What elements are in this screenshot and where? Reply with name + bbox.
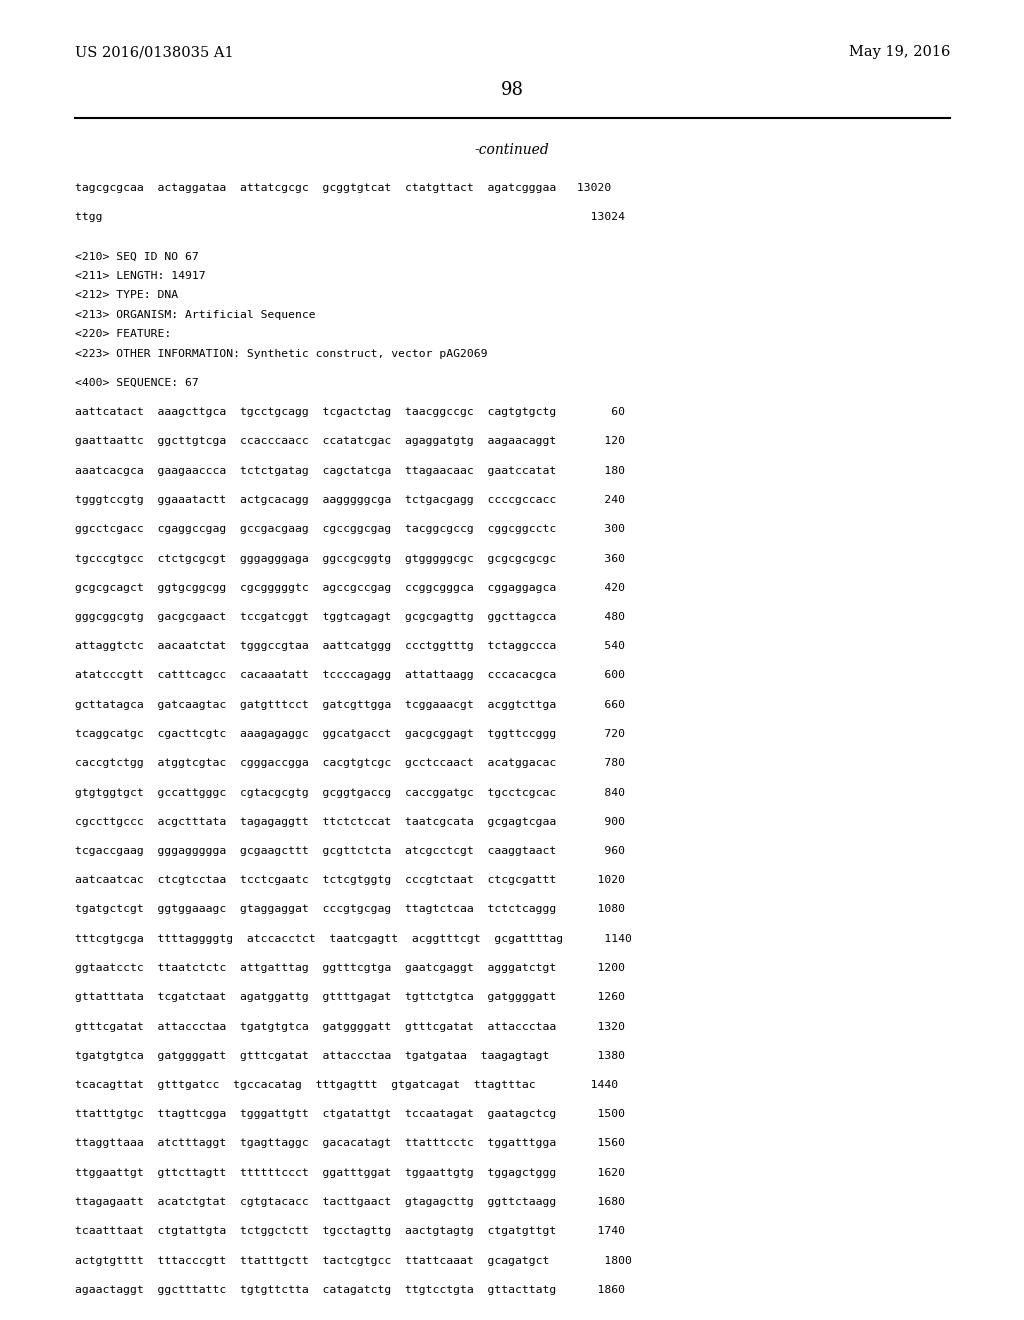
Text: tcaggcatgc  cgacttcgtc  aaagagaggc  ggcatgacct  gacgcggagt  tggttccggg       720: tcaggcatgc cgacttcgtc aaagagaggc ggcatga… — [75, 729, 625, 739]
Text: gcgcgcagct  ggtgcggcgg  cgcgggggtc  agccgccgag  ccggcgggca  cggaggagca       420: gcgcgcagct ggtgcggcgg cgcgggggtc agccgcc… — [75, 582, 625, 593]
Text: gtttcgatat  attaccctaa  tgatgtgtca  gatggggatt  gtttcgatat  attaccctaa      1320: gtttcgatat attaccctaa tgatgtgtca gatgggg… — [75, 1022, 625, 1031]
Text: tgcccgtgcc  ctctgcgcgt  gggagggaga  ggccgcggtg  gtgggggcgc  gcgcgcgcgc       360: tgcccgtgcc ctctgcgcgt gggagggaga ggccgcg… — [75, 553, 625, 564]
Text: <212> TYPE: DNA: <212> TYPE: DNA — [75, 290, 178, 300]
Text: gtgtggtgct  gccattgggc  cgtacgcgtg  gcggtgaccg  caccggatgc  tgcctcgcac       840: gtgtggtgct gccattgggc cgtacgcgtg gcggtga… — [75, 788, 625, 797]
Text: <213> ORGANISM: Artificial Sequence: <213> ORGANISM: Artificial Sequence — [75, 310, 315, 319]
Text: atatcccgtt  catttcagcc  cacaaatatt  tccccagagg  attattaagg  cccacacgca       600: atatcccgtt catttcagcc cacaaatatt tccccag… — [75, 671, 625, 681]
Text: US 2016/0138035 A1: US 2016/0138035 A1 — [75, 45, 233, 59]
Text: <210> SEQ ID NO 67: <210> SEQ ID NO 67 — [75, 251, 199, 261]
Text: <211> LENGTH: 14917: <211> LENGTH: 14917 — [75, 271, 206, 281]
Text: gttatttata  tcgatctaat  agatggattg  gttttgagat  tgttctgtca  gatggggatt      1260: gttatttata tcgatctaat agatggattg gttttga… — [75, 993, 625, 1002]
Text: aattcatact  aaagcttgca  tgcctgcagg  tcgactctag  taacggccgc  cagtgtgctg        60: aattcatact aaagcttgca tgcctgcagg tcgactc… — [75, 408, 625, 417]
Text: ttgg                                                                       13024: ttgg 13024 — [75, 213, 625, 222]
Text: agaactaggt  ggctttattc  tgtgttctta  catagatctg  ttgtcctgta  gttacttatg      1860: agaactaggt ggctttattc tgtgttctta catagat… — [75, 1284, 625, 1295]
Text: tgatgtgtca  gatggggatt  gtttcgatat  attaccctaa  tgatgataa  taagagtagt       1380: tgatgtgtca gatggggatt gtttcgatat attaccc… — [75, 1051, 625, 1061]
Text: aaatcacgca  gaagaaccca  tctctgatag  cagctatcga  ttagaacaac  gaatccatat       180: aaatcacgca gaagaaccca tctctgatag cagctat… — [75, 466, 625, 475]
Text: <400> SEQUENCE: 67: <400> SEQUENCE: 67 — [75, 378, 199, 388]
Text: cgccttgccc  acgctttata  tagagaggtt  ttctctccat  taatcgcata  gcgagtcgaa       900: cgccttgccc acgctttata tagagaggtt ttctctc… — [75, 817, 625, 826]
Text: gcttatagca  gatcaagtac  gatgtttcct  gatcgttgga  tcggaaacgt  acggtcttga       660: gcttatagca gatcaagtac gatgtttcct gatcgtt… — [75, 700, 625, 710]
Text: May 19, 2016: May 19, 2016 — [849, 45, 950, 59]
Text: tcaatttaat  ctgtattgta  tctggctctt  tgcctagttg  aactgtagtg  ctgatgttgt      1740: tcaatttaat ctgtattgta tctggctctt tgcctag… — [75, 1226, 625, 1237]
Text: <220> FEATURE:: <220> FEATURE: — [75, 329, 171, 339]
Text: ttggaattgt  gttcttagtt  ttttttccct  ggatttggat  tggaattgtg  tggagctggg      1620: ttggaattgt gttcttagtt ttttttccct ggatttg… — [75, 1168, 625, 1177]
Text: tagcgcgcaa  actaggataa  attatcgcgc  gcggtgtcat  ctatgttact  agatcgggaa   13020: tagcgcgcaa actaggataa attatcgcgc gcggtgt… — [75, 183, 611, 193]
Text: ttatttgtgc  ttagttcgga  tgggattgtt  ctgatattgt  tccaatagat  gaatagctcg      1500: ttatttgtgc ttagttcgga tgggattgtt ctgatat… — [75, 1109, 625, 1119]
Text: ggcctcgacc  cgaggccgag  gccgacgaag  cgccggcgag  tacggcgccg  cggcggcctc       300: ggcctcgacc cgaggccgag gccgacgaag cgccggc… — [75, 524, 625, 535]
Text: gaattaattc  ggcttgtcga  ccacccaacc  ccatatcgac  agaggatgtg  aagaacaggt       120: gaattaattc ggcttgtcga ccacccaacc ccatatc… — [75, 437, 625, 446]
Text: actgtgtttt  tttacccgtt  ttatttgctt  tactcgtgcc  ttattcaaat  gcagatgct        180: actgtgtttt tttacccgtt ttatttgctt tactcgt… — [75, 1255, 632, 1266]
Text: tgggtccgtg  ggaaatactt  actgcacagg  aagggggcga  tctgacgagg  ccccgccacc       240: tgggtccgtg ggaaatactt actgcacagg aaggggg… — [75, 495, 625, 506]
Text: ggtaatcctc  ttaatctctc  attgatttag  ggtttcgtga  gaatcgaggt  agggatctgt      1200: ggtaatcctc ttaatctctc attgatttag ggtttcg… — [75, 964, 625, 973]
Text: tcacagttat  gtttgatcc  tgccacatag  tttgagttt  gtgatcagat  ttagtttac        1440: tcacagttat gtttgatcc tgccacatag tttgagtt… — [75, 1080, 618, 1090]
Text: attaggtctc  aacaatctat  tgggccgtaa  aattcatggg  ccctggtttg  tctaggccca       540: attaggtctc aacaatctat tgggccgtaa aattcat… — [75, 642, 625, 651]
Text: ttagagaatt  acatctgtat  cgtgtacacc  tacttgaact  gtagagcttg  ggttctaagg      1680: ttagagaatt acatctgtat cgtgtacacc tacttga… — [75, 1197, 625, 1206]
Text: tttcgtgcga  ttttaggggtg  atccacctct  taatcgagtt  acggtttcgt  gcgattttag      114: tttcgtgcga ttttaggggtg atccacctct taatcg… — [75, 933, 632, 944]
Text: <223> OTHER INFORMATION: Synthetic construct, vector pAG2069: <223> OTHER INFORMATION: Synthetic const… — [75, 348, 487, 359]
Text: tcgaccgaag  gggaggggga  gcgaagcttt  gcgttctcta  atcgcctcgt  caaggtaact       960: tcgaccgaag gggaggggga gcgaagcttt gcgttct… — [75, 846, 625, 855]
Text: -continued: -continued — [475, 143, 549, 157]
Text: gggcggcgtg  gacgcgaact  tccgatcggt  tggtcagagt  gcgcgagttg  ggcttagcca       480: gggcggcgtg gacgcgaact tccgatcggt tggtcag… — [75, 612, 625, 622]
Text: 98: 98 — [501, 81, 523, 99]
Text: caccgtctgg  atggtcgtac  cgggaccgga  cacgtgtcgc  gcctccaact  acatggacac       780: caccgtctgg atggtcgtac cgggaccgga cacgtgt… — [75, 758, 625, 768]
Text: aatcaatcac  ctcgtcctaa  tcctcgaatc  tctcgtggtg  cccgtctaat  ctcgcgattt      1020: aatcaatcac ctcgtcctaa tcctcgaatc tctcgtg… — [75, 875, 625, 886]
Text: ttaggttaaa  atctttaggt  tgagttaggc  gacacatagt  ttatttcctc  tggatttgga      1560: ttaggttaaa atctttaggt tgagttaggc gacacat… — [75, 1138, 625, 1148]
Text: tgatgctcgt  ggtggaaagc  gtaggaggat  cccgtgcgag  ttagtctcaa  tctctcaggg      1080: tgatgctcgt ggtggaaagc gtaggaggat cccgtgc… — [75, 904, 625, 915]
